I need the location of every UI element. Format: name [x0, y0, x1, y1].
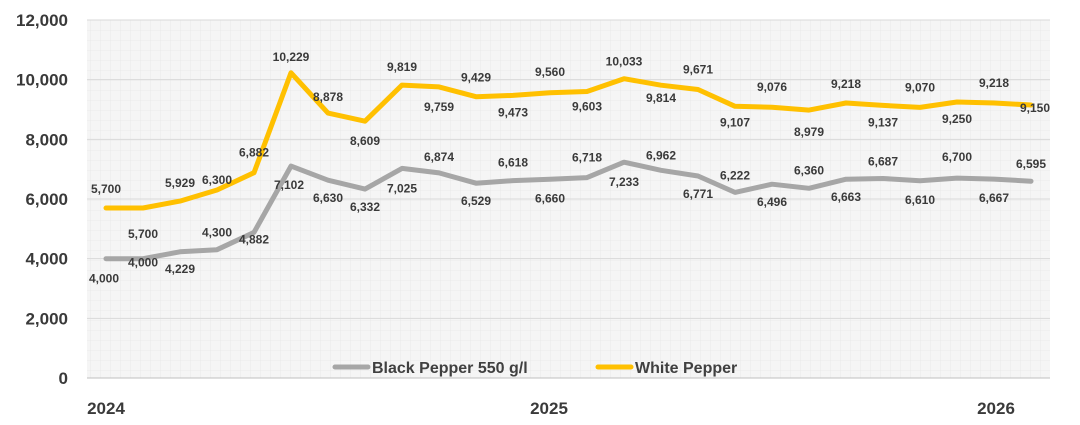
- white-pepper-line: [103, 70, 1034, 211]
- black-pepper-data-label: 6,222: [720, 168, 750, 182]
- white-pepper-data-label: 9,150: [1020, 101, 1050, 115]
- x-axis-year-labels: 2024 2025 2026: [87, 399, 1015, 418]
- black-pepper-data-label: 6,595: [1016, 157, 1046, 171]
- black-pepper-data-label: 6,663: [831, 190, 861, 204]
- black-pepper-data-label: 6,529: [461, 194, 491, 208]
- data-labels: 4,000 4,000 4,229 4,300 4,882 7,102 6,630 6,332…: [89, 50, 1050, 286]
- white-pepper-data-label: 5,700: [128, 227, 158, 241]
- white-pepper-data-label: 9,250: [942, 112, 972, 126]
- white-pepper-data-label: 6,882: [239, 146, 269, 160]
- white-pepper-data-label: 6,300: [202, 173, 232, 187]
- black-pepper-data-label: 4,000: [89, 272, 119, 286]
- x-year-label: 2026: [977, 399, 1015, 418]
- x-year-label: 2024: [87, 399, 125, 418]
- white-pepper-data-label: 9,076: [757, 80, 787, 94]
- white-pepper-data-label: 9,107: [720, 115, 750, 129]
- black-pepper-line: [103, 159, 1034, 262]
- y-tick-label: 10,000: [16, 71, 68, 90]
- black-pepper-data-label: 6,660: [535, 191, 565, 205]
- white-pepper-data-label: 5,700: [91, 182, 121, 196]
- horizontal-gridlines: [87, 19, 1050, 379]
- black-pepper-data-label: 6,718: [572, 151, 602, 165]
- black-pepper-data-label: 4,882: [239, 232, 269, 246]
- white-pepper-data-label: 9,218: [979, 76, 1009, 90]
- white-pepper-data-label: 8,878: [313, 90, 343, 104]
- white-pepper-data-label: 9,218: [831, 77, 861, 91]
- y-tick-label: 12,000: [16, 11, 68, 30]
- black-pepper-data-label: 7,233: [609, 175, 639, 189]
- y-tick-label: 0: [59, 369, 68, 388]
- white-pepper-data-label: 9,429: [461, 71, 491, 85]
- legend: Black Pepper 550 g/l White Pepper: [332, 360, 737, 377]
- legend-label: Black Pepper 550 g/l: [372, 360, 528, 377]
- white-pepper-data-label: 9,473: [498, 105, 528, 119]
- black-pepper-data-label: 6,360: [794, 163, 824, 177]
- y-tick-label: 6,000: [25, 190, 68, 209]
- white-pepper-data-label: 9,759: [424, 100, 454, 114]
- white-pepper-data-label: 8,979: [794, 125, 824, 139]
- black-pepper-data-label: 6,687: [868, 155, 898, 169]
- black-pepper-data-label: 6,874: [424, 150, 454, 164]
- black-pepper-data-label: 4,300: [202, 226, 232, 240]
- black-pepper-data-label: 4,000: [128, 256, 158, 270]
- black-pepper-data-label: 6,618: [498, 156, 528, 170]
- series-lines: [103, 70, 1034, 262]
- x-year-label: 2025: [530, 399, 568, 418]
- black-pepper-data-label: 4,229: [165, 262, 195, 276]
- black-pepper-data-label: 6,962: [646, 148, 676, 162]
- white-pepper-data-label: 9,137: [868, 115, 898, 129]
- black-pepper-data-label: 6,667: [979, 191, 1009, 205]
- y-tick-label: 4,000: [25, 250, 68, 269]
- legend-white-pepper: White Pepper: [595, 360, 737, 377]
- black-pepper-data-label: 7,102: [274, 178, 304, 192]
- black-pepper-data-label: 6,496: [757, 195, 787, 209]
- white-pepper-data-label: 9,603: [572, 100, 602, 114]
- y-axis-ticks: 0 2,000 4,000 6,000 8,000 10,000 12,000: [16, 11, 68, 388]
- black-pepper-data-label: 6,700: [942, 150, 972, 164]
- white-pepper-data-label: 8,609: [350, 134, 380, 148]
- white-pepper-data-label: 10,229: [273, 50, 310, 64]
- white-pepper-data-label: 5,929: [165, 176, 195, 190]
- y-tick-label: 2,000: [25, 309, 68, 328]
- white-pepper-data-label: 10,033: [606, 55, 643, 69]
- white-pepper-data-label: 9,560: [535, 65, 565, 79]
- legend-black-pepper: Black Pepper 550 g/l: [332, 360, 528, 377]
- black-pepper-data-label: 6,610: [905, 193, 935, 207]
- white-pepper-data-label: 9,814: [646, 91, 676, 105]
- white-pepper-data-label: 9,819: [387, 60, 417, 74]
- legend-label: White Pepper: [635, 360, 737, 377]
- black-pepper-data-label: 6,771: [683, 187, 713, 201]
- black-pepper-data-label: 7,025: [387, 181, 417, 195]
- black-pepper-data-label: 6,630: [313, 191, 343, 205]
- y-tick-label: 8,000: [25, 130, 68, 149]
- black-pepper-data-label: 6,332: [350, 200, 380, 214]
- white-pepper-data-label: 9,671: [683, 62, 713, 76]
- white-pepper-data-label: 9,070: [905, 80, 935, 94]
